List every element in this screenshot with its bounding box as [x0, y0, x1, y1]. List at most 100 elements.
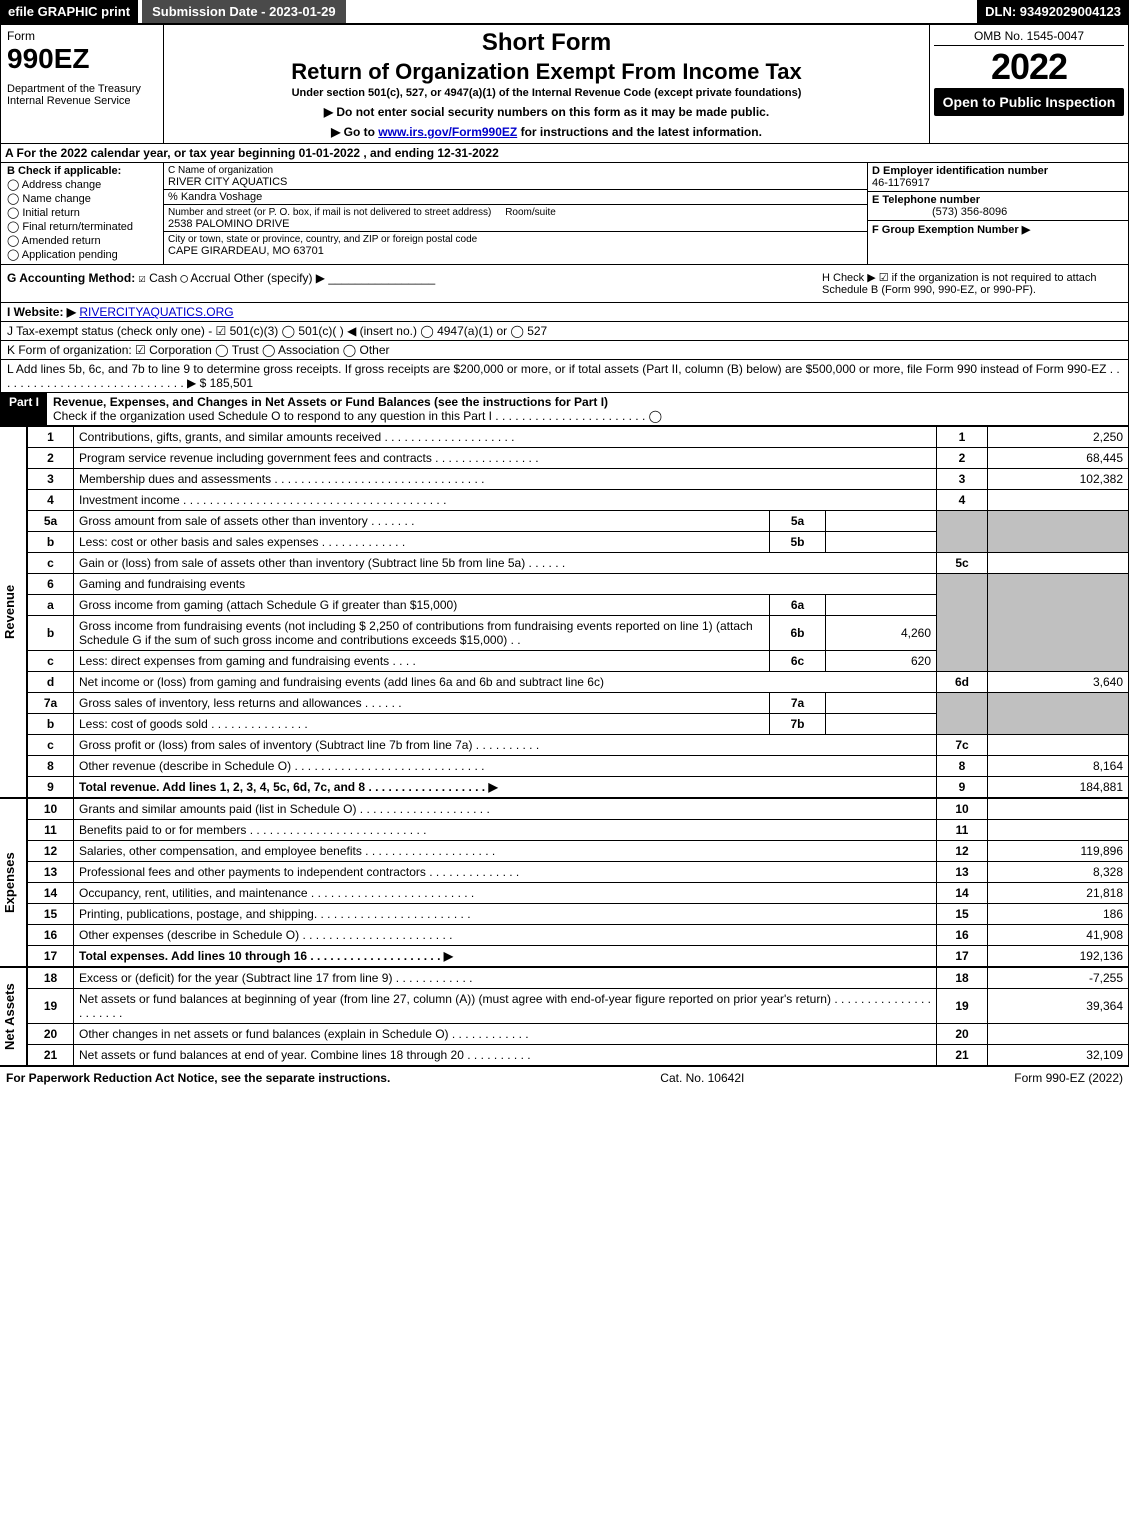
line-3: 3Membership dues and assessments . . . .… — [28, 469, 1129, 490]
form-label: Form — [7, 29, 157, 43]
main-title: Return of Organization Exempt From Incom… — [168, 59, 925, 85]
line-21: 21Net assets or fund balances at end of … — [28, 1045, 1129, 1066]
line-15: 15Printing, publications, postage, and s… — [28, 904, 1129, 925]
line-7c: cGross profit or (loss) from sales of in… — [28, 735, 1129, 756]
box-d: D Employer identification number 46-1176… — [867, 163, 1128, 264]
omb-number: OMB No. 1545-0047 — [934, 29, 1124, 46]
line-17: 17Total expenses. Add lines 10 through 1… — [28, 946, 1129, 967]
ein-label: D Employer identification number — [872, 165, 1048, 177]
instruction-1: ▶ Do not enter social security numbers o… — [168, 105, 925, 119]
phone-label: E Telephone number — [872, 194, 980, 206]
care-of: % Kandra Voshage — [164, 190, 867, 205]
form-id-block: Form 990EZ Department of the Treasury In… — [1, 25, 164, 143]
row-g-label: G Accounting Method: — [7, 271, 135, 285]
part-1-header: Part I Revenue, Expenses, and Changes in… — [0, 393, 1129, 426]
row-g-h: G Accounting Method: ☑ Cash ◯ Accrual Ot… — [0, 265, 1129, 303]
instr2-pre: ▶ Go to — [331, 125, 378, 139]
expenses-table: 10Grants and similar amounts paid (list … — [27, 798, 1129, 967]
netassets-section: Net Assets 18Excess or (deficit) for the… — [0, 967, 1129, 1066]
line-9: 9Total revenue. Add lines 1, 2, 3, 4, 5c… — [28, 777, 1129, 798]
phone-value: (573) 356-8096 — [872, 206, 1007, 218]
expenses-side-label: Expenses — [0, 798, 27, 967]
line-10: 10Grants and similar amounts paid (list … — [28, 799, 1129, 820]
part-1-title: Revenue, Expenses, and Changes in Net As… — [47, 393, 1128, 425]
revenue-table: 1Contributions, gifts, grants, and simil… — [27, 426, 1129, 798]
org-name: RIVER CITY AQUATICS — [168, 176, 287, 188]
check-address-change[interactable]: ◯ Address change — [7, 178, 157, 191]
revenue-side-label: Revenue — [0, 426, 27, 798]
efile-print-button[interactable]: efile GRAPHIC print — [0, 0, 138, 23]
line-7a: 7aGross sales of inventory, less returns… — [28, 693, 1129, 714]
open-to-public: Open to Public Inspection — [934, 88, 1124, 116]
irs-label: Internal Revenue Service — [7, 95, 157, 107]
under-section-text: Under section 501(c), 527, or 4947(a)(1)… — [168, 87, 925, 99]
line-20: 20Other changes in net assets or fund ba… — [28, 1024, 1129, 1045]
city-state-zip: CAPE GIRARDEAU, MO 63701 — [168, 245, 324, 257]
check-accrual[interactable]: ◯ — [180, 271, 187, 285]
city-label: City or town, state or province, country… — [168, 234, 477, 245]
row-j: J Tax-exempt status (check only one) - ☑… — [0, 322, 1129, 341]
street-label: Number and street (or P. O. box, if mail… — [168, 207, 556, 218]
box-bcd-row: B Check if applicable: ◯ Address change … — [0, 163, 1129, 265]
line-16: 16Other expenses (describe in Schedule O… — [28, 925, 1129, 946]
line-13: 13Professional fees and other payments t… — [28, 862, 1129, 883]
check-amended-return[interactable]: ◯ Amended return — [7, 234, 157, 247]
netassets-table: 18Excess or (deficit) for the year (Subt… — [27, 967, 1129, 1066]
expenses-section: Expenses 10Grants and similar amounts pa… — [0, 798, 1129, 967]
check-name-change[interactable]: ◯ Name change — [7, 192, 157, 205]
line-14: 14Occupancy, rent, utilities, and mainte… — [28, 883, 1129, 904]
footer-center: Cat. No. 10642I — [390, 1071, 1014, 1085]
group-exemption-label: F Group Exemption Number ▶ — [872, 224, 1030, 236]
instr2-post: for instructions and the latest informat… — [517, 125, 762, 139]
header-right-block: OMB No. 1545-0047 2022 Open to Public In… — [930, 25, 1128, 143]
section-a-text: A For the 2022 calendar year, or tax yea… — [5, 146, 499, 160]
line-5a: 5aGross amount from sale of assets other… — [28, 511, 1129, 532]
line-18: 18Excess or (deficit) for the year (Subt… — [28, 968, 1129, 989]
instruction-2: ▶ Go to www.irs.gov/Form990EZ for instru… — [168, 125, 925, 139]
org-name-label: C Name of organization — [168, 165, 273, 176]
footer-left: For Paperwork Reduction Act Notice, see … — [6, 1071, 390, 1085]
section-a: A For the 2022 calendar year, or tax yea… — [0, 144, 1129, 163]
top-bar: efile GRAPHIC print Submission Date - 20… — [0, 0, 1129, 24]
part-1-check: Check if the organization used Schedule … — [53, 409, 662, 423]
submission-date: Submission Date - 2023-01-29 — [142, 0, 346, 23]
page-footer: For Paperwork Reduction Act Notice, see … — [0, 1066, 1129, 1089]
line-2: 2Program service revenue including gover… — [28, 448, 1129, 469]
netassets-side-label: Net Assets — [0, 967, 27, 1066]
line-6d: dNet income or (loss) from gaming and fu… — [28, 672, 1129, 693]
line-1: 1Contributions, gifts, grants, and simil… — [28, 427, 1129, 448]
line-5c: cGain or (loss) from sale of assets othe… — [28, 553, 1129, 574]
footer-right: Form 990-EZ (2022) — [1014, 1071, 1123, 1085]
form-title-block: Short Form Return of Organization Exempt… — [164, 25, 930, 143]
row-h: H Check ▶ ☑ if the organization is not r… — [822, 271, 1122, 296]
box-b-title: B Check if applicable: — [7, 165, 121, 177]
check-initial-return[interactable]: ◯ Initial return — [7, 206, 157, 219]
irs-link[interactable]: www.irs.gov/Form990EZ — [378, 125, 517, 139]
dln-number: DLN: 93492029004123 — [977, 0, 1129, 23]
ein-value: 46-1176917 — [872, 177, 930, 189]
row-l-text: L Add lines 5b, 6c, and 7b to line 9 to … — [7, 362, 1120, 390]
check-cash[interactable]: ☑ — [139, 271, 146, 285]
street-address: 2538 PALOMINO DRIVE — [168, 218, 289, 230]
website-label: I Website: ▶ — [7, 305, 76, 319]
part-1-label: Part I — [1, 393, 47, 425]
website-link[interactable]: RIVERCITYAQUATICS.ORG — [79, 305, 233, 319]
line-6: 6Gaming and fundraising events — [28, 574, 1129, 595]
check-final-return[interactable]: ◯ Final return/terminated — [7, 220, 157, 233]
revenue-section: Revenue 1Contributions, gifts, grants, a… — [0, 426, 1129, 798]
tax-year: 2022 — [934, 46, 1124, 88]
accounting-method: G Accounting Method: ☑ Cash ◯ Accrual Ot… — [7, 271, 435, 296]
form-header: Form 990EZ Department of the Treasury In… — [0, 24, 1129, 144]
line-12: 12Salaries, other compensation, and empl… — [28, 841, 1129, 862]
dept-treasury: Department of the Treasury — [7, 83, 157, 95]
check-application-pending[interactable]: ◯ Application pending — [7, 248, 157, 261]
box-c: C Name of organization RIVER CITY AQUATI… — [164, 163, 867, 264]
form-number: 990EZ — [7, 43, 157, 75]
other-specify: Other (specify) ▶ — [234, 271, 325, 285]
box-b: B Check if applicable: ◯ Address change … — [1, 163, 164, 264]
row-l: L Add lines 5b, 6c, and 7b to line 9 to … — [0, 360, 1129, 393]
line-11: 11Benefits paid to or for members . . . … — [28, 820, 1129, 841]
short-form-title: Short Form — [168, 29, 925, 57]
line-19: 19Net assets or fund balances at beginni… — [28, 989, 1129, 1024]
line-4: 4Investment income . . . . . . . . . . .… — [28, 490, 1129, 511]
